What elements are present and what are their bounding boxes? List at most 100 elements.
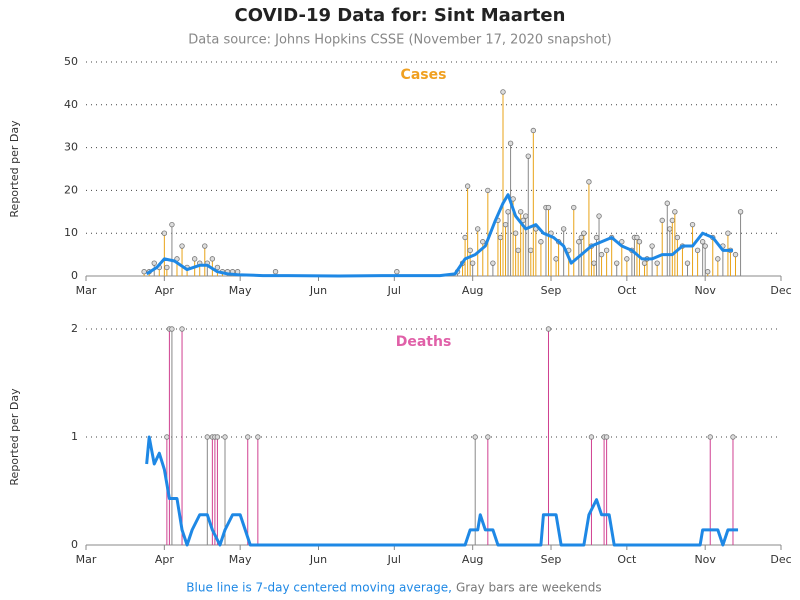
y-tick-label: 1: [71, 430, 78, 443]
x-tick-label: Jul: [387, 284, 401, 297]
panel-title: Deaths: [396, 334, 452, 350]
needle-dot: [593, 234, 600, 241]
needle-dot: [624, 256, 630, 262]
panel-title: Cases: [401, 67, 447, 83]
needle-dot: [699, 239, 706, 245]
needle-dot: [641, 260, 648, 266]
x-tick-label: May: [229, 284, 252, 297]
needle-dot: [505, 209, 511, 215]
footnote-weekend: Gray bars are weekends: [456, 581, 602, 595]
x-tick-label: Dec: [770, 553, 791, 566]
y-tick-label: 50: [64, 55, 78, 68]
needle-dot: [464, 183, 471, 189]
y-axis-label: Reported per Day: [8, 120, 21, 218]
x-tick-label: Mar: [76, 553, 97, 566]
footnote-average: Blue line is 7-day centered moving avera…: [186, 581, 452, 595]
needle-dot: [598, 251, 605, 258]
needle-dot: [586, 179, 592, 185]
needle-dot: [667, 226, 673, 232]
x-tick-label: Aug: [462, 553, 483, 566]
needle-dot: [469, 260, 476, 266]
x-tick-label: Jun: [309, 284, 327, 297]
needle-dot: [659, 217, 665, 224]
needle-dot: [591, 260, 597, 266]
y-axis-label: Reported per Day: [8, 388, 21, 486]
needle-dot: [525, 153, 531, 159]
y-tick-label: 0: [71, 538, 78, 551]
needle-dot: [538, 239, 544, 245]
needle-dot: [523, 213, 529, 219]
needle-dot: [581, 230, 587, 236]
x-tick-label: Aug: [462, 284, 483, 297]
needle-dot: [179, 326, 185, 332]
needle-dot: [485, 187, 491, 194]
needle-dot: [512, 230, 519, 236]
needle-dot: [672, 209, 678, 215]
needle-dot: [502, 221, 509, 228]
x-tick-label: Mar: [76, 284, 97, 297]
needle-dot: [161, 230, 168, 236]
y-tick-label: 10: [64, 226, 78, 239]
y-tick-label: 2: [71, 322, 78, 335]
y-tick-label: 40: [64, 98, 78, 111]
needle-dot: [553, 256, 559, 262]
needle-dot: [394, 269, 400, 275]
needle-dot: [141, 269, 147, 275]
needle-dot: [654, 260, 660, 266]
needle-dot: [571, 204, 577, 211]
x-tick-label: Sep: [541, 553, 562, 566]
needle-dot: [664, 200, 670, 206]
needle-dot: [169, 326, 175, 332]
needle-dot: [674, 234, 681, 241]
needle-dot: [530, 127, 537, 134]
needle-dot: [179, 243, 185, 249]
needle-dot: [485, 434, 491, 440]
needle-dot: [497, 234, 504, 241]
needle-dot: [467, 247, 473, 254]
needle-dot: [245, 434, 251, 440]
needle-dot: [191, 256, 198, 262]
needle-dot: [222, 434, 228, 440]
needle-dot: [490, 260, 496, 266]
needle-dot: [614, 260, 620, 266]
needle-dot: [475, 226, 481, 232]
needle-dot: [472, 434, 478, 440]
needle-dot: [272, 269, 279, 275]
needle-dot: [576, 239, 582, 245]
needle-dot: [649, 243, 655, 249]
x-tick-label: Sep: [541, 284, 562, 297]
needle-dot: [204, 434, 211, 440]
x-tick-label: Apr: [155, 284, 175, 297]
y-tick-label: 20: [64, 183, 78, 196]
needle-dot: [689, 221, 696, 228]
x-tick-label: Apr: [155, 553, 175, 566]
needle-dot: [169, 221, 175, 228]
needle-dot: [715, 256, 721, 262]
needle-dot: [619, 239, 625, 245]
needle-dot: [528, 247, 534, 254]
needle-dot: [164, 264, 170, 271]
needle-dot: [730, 434, 736, 440]
needle-dot: [545, 204, 552, 211]
moving-average-line: [145, 193, 733, 278]
needle-dot: [684, 260, 691, 266]
needle-dot: [588, 434, 595, 440]
needle-dot: [462, 234, 468, 241]
x-tick-label: Oct: [617, 553, 637, 566]
needle-dot: [737, 209, 744, 215]
needle-dot: [603, 247, 610, 254]
needle-dot: [603, 434, 610, 440]
x-tick-label: Jun: [309, 553, 327, 566]
needle-dot: [725, 230, 731, 236]
needle-dot: [507, 140, 514, 147]
needle-dot: [596, 213, 602, 219]
needle-dot: [705, 269, 711, 275]
needle-dot: [702, 243, 708, 249]
needle-dot: [500, 89, 506, 95]
needle-dot: [560, 226, 567, 232]
needle-dot: [669, 217, 676, 224]
y-tick-label: 30: [64, 141, 78, 154]
x-tick-label: Nov: [694, 284, 716, 297]
needle-dot: [202, 243, 208, 249]
chart-subtitle: Data source: Johns Hopkins CSSE (Novembe…: [188, 33, 611, 48]
